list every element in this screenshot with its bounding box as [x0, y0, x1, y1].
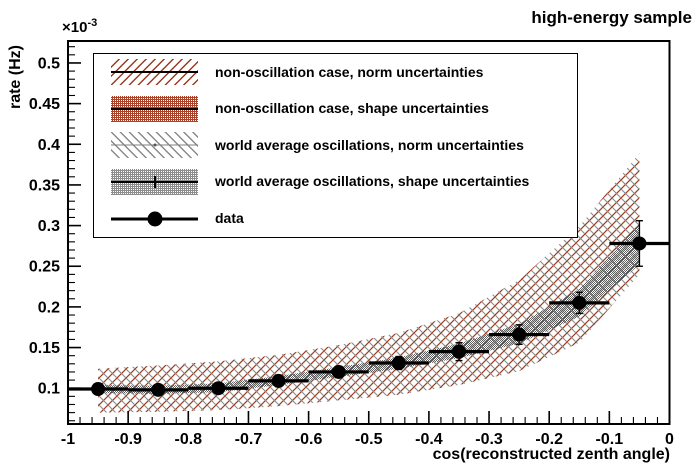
x-tick-label: -0.8	[175, 431, 203, 448]
data-points	[68, 220, 670, 397]
y-tick-label: 0.45	[29, 96, 60, 113]
legend-item: non-oscillation case, norm uncertainties	[94, 54, 577, 91]
x-tick-label: 0	[665, 431, 674, 448]
data-point	[331, 364, 346, 379]
x-tick-label: -0.2	[535, 431, 563, 448]
gray-hatch-band-icon	[111, 132, 198, 159]
legend-item: world average oscillations, norm uncerta…	[94, 127, 577, 164]
x-tick-label: -0.3	[475, 431, 503, 448]
legend-item: world average oscillations, shape uncert…	[94, 164, 577, 201]
y-tick-label: 0.35	[29, 177, 60, 194]
legend-item: non-oscillation case, shape uncertaintie…	[94, 91, 577, 128]
data-marker-icon	[111, 206, 198, 232]
data-point	[211, 381, 226, 396]
y-tick-label: 0.4	[38, 137, 60, 154]
y-tick-label: 0.15	[29, 340, 60, 357]
small-marker-icon	[153, 143, 156, 147]
legend-item-label: world average oscillations, shape uncert…	[215, 173, 530, 190]
x-tick-label: -0.1	[596, 431, 624, 448]
x-axis: -1 -0.9 -0.8 -0.7 -0.6 -0.5 -0.4 -0.3 -0.2 -0.1 0	[61, 411, 674, 448]
data-point	[151, 382, 166, 397]
y-axis-title: rate (Hz)	[7, 45, 24, 110]
y-tick-label: 0.5	[38, 55, 60, 72]
y-tick-label: 0.3	[38, 218, 60, 235]
y-axis: 0.1 0.15 0.2 0.25 0.3 0.35 0.4 0.45 0.5	[29, 46, 81, 422]
data-point	[271, 373, 286, 388]
uncertainty-band	[98, 153, 640, 413]
y-axis-multiplier: ×10-3	[62, 17, 97, 36]
x-tick-label: -0.9	[114, 431, 142, 448]
y-tick-label: 0.25	[29, 259, 60, 276]
x-tick-label: -0.7	[235, 431, 263, 448]
x-tick-label: -0.4	[415, 431, 443, 448]
error-bar-tick-icon	[153, 176, 156, 189]
red-fill-band-icon	[111, 95, 198, 122]
filled-circle-marker-icon	[147, 211, 162, 227]
gray-fill-band-icon	[111, 169, 198, 196]
y-axis-multiplier-base: ×10	[62, 19, 88, 36]
legend-item-label: non-oscillation case, shape uncertaintie…	[215, 100, 489, 117]
legend-item-label: non-oscillation case, norm uncertainties	[215, 63, 484, 80]
data-point	[512, 327, 527, 342]
legend-center-line	[111, 71, 198, 74]
x-axis-title: cos(reconstructed zenth angle)	[432, 446, 670, 463]
legend-item-label: world average oscillations, norm uncerta…	[215, 136, 524, 153]
data-point	[632, 236, 647, 251]
red-hatch-band-icon	[111, 59, 198, 86]
data-point	[572, 295, 587, 310]
y-tick-label: 0.1	[38, 381, 60, 398]
legend-item-label: data	[215, 209, 244, 226]
legend-center-line	[111, 107, 198, 110]
data-point	[91, 382, 106, 397]
legend: non-oscillation case, norm uncertainties…	[93, 53, 578, 238]
legend-item: data	[94, 200, 577, 237]
y-tick-label: 0.2	[38, 299, 60, 316]
x-tick-label: -0.6	[295, 431, 323, 448]
data-point	[391, 356, 406, 371]
y-axis-multiplier-exponent: -3	[87, 17, 98, 29]
plot-title: high-energy sample	[531, 8, 692, 27]
x-tick-label: -1	[61, 431, 75, 448]
x-tick-label: -0.5	[355, 431, 383, 448]
data-point	[451, 344, 466, 359]
